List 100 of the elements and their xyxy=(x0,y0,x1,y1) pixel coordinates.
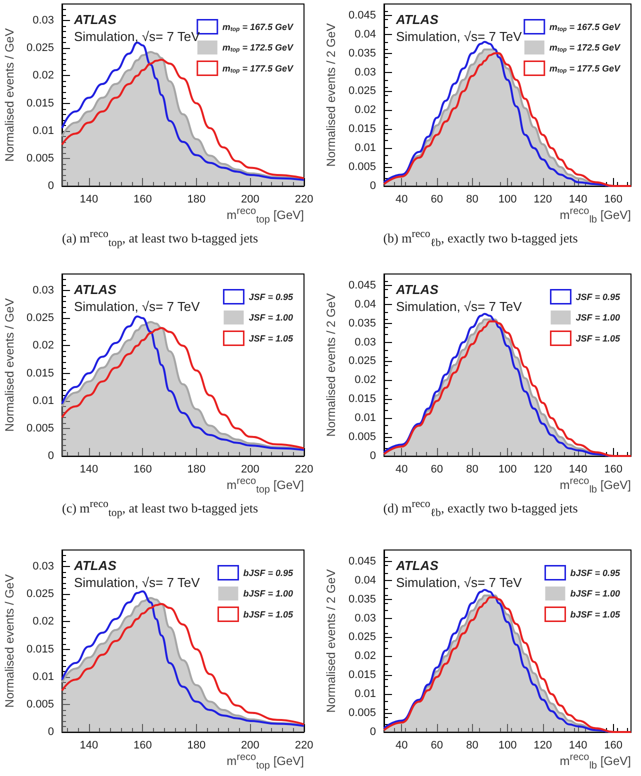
x-tick-label: 60 xyxy=(430,740,444,752)
y-tick-label: 0.015 xyxy=(348,669,376,682)
y-tick-label: 0.035 xyxy=(348,593,376,606)
legend-label: bJSF = 0.95 xyxy=(570,568,621,578)
x-tick-label: 40 xyxy=(396,464,408,476)
y-tick-label: 0.045 xyxy=(348,279,376,292)
x-tick-label: 200 xyxy=(241,464,260,476)
legend-label: JSF = 1.05 xyxy=(248,333,294,344)
annotation: Simulation, √s= 7 TeV xyxy=(74,299,200,314)
y-tick-label: 0.02 xyxy=(354,650,376,662)
x-tick-label: 100 xyxy=(498,464,517,476)
x-tick-label: 140 xyxy=(568,464,588,476)
annotation: ATLAS xyxy=(396,558,438,573)
y-tick-label: 0.01 xyxy=(354,412,376,424)
x-tick-label: 140 xyxy=(568,740,588,752)
y-tick-label: 0.02 xyxy=(354,104,376,116)
text: (c) m$^{reco}$$_{top}$, at least two b-tagged jets xyxy=(60,498,260,519)
annotation: ATLAS xyxy=(396,282,438,297)
y-tick-label: 0.045 xyxy=(348,9,376,22)
x-axis-title: m$^{reco}$$_{lb}$ [GeV] xyxy=(560,752,631,772)
x-tick-label: 160 xyxy=(604,194,623,206)
y-tick-label: 0.03 xyxy=(32,560,54,573)
legend-label: bJSF = 1.05 xyxy=(570,609,621,620)
y-tick-label: 0.04 xyxy=(354,298,376,310)
y-tick-label: 0.025 xyxy=(26,42,54,54)
x-tick-label: 160 xyxy=(604,464,623,476)
y-tick-label: 0 xyxy=(48,726,54,738)
legend-label: JSF = 1.00 xyxy=(576,312,620,322)
legend-label: bJSF = 0.95 xyxy=(243,568,294,578)
annotation: Simulation, √s= 7 TeV xyxy=(396,29,522,44)
x-tick-label: 80 xyxy=(466,194,478,206)
annotation: ATLAS xyxy=(74,12,116,27)
y-tick-label: 0.025 xyxy=(348,85,376,98)
x-axis-title: m$^{reco}$$_{lb}$ [GeV] xyxy=(560,476,631,496)
x-tick-label: 60 xyxy=(430,194,444,206)
x-tick-label: 160 xyxy=(604,740,623,752)
annotation: Simulation, √s= 7 TeV xyxy=(396,299,522,314)
y-tick-label: 0.015 xyxy=(348,393,376,406)
y-tick-label: 0 xyxy=(48,180,54,192)
legend-label: JSF = 1.00 xyxy=(248,312,293,322)
x-axis-title: m$^{reco}$$_{top}$ [GeV] xyxy=(226,476,304,496)
y-tick-label: 0.025 xyxy=(26,312,54,324)
y-tick-label: 0.015 xyxy=(26,97,54,110)
x-tick-label: 220 xyxy=(294,464,314,476)
text: (a) m$^{reco}$$_{top}$, at least two b-tagged jets xyxy=(60,228,260,249)
y-tick-label: 0.005 xyxy=(26,422,54,434)
y-tick-label: 0.015 xyxy=(348,123,376,136)
x-tick-label: 60 xyxy=(430,464,444,476)
y-tick-label: 0.03 xyxy=(32,14,54,27)
x-tick-label: 140 xyxy=(80,464,98,476)
x-tick-label: 40 xyxy=(396,740,408,752)
annotation: ATLAS xyxy=(396,12,438,27)
annotation: Simulation, √s= 7 TeV xyxy=(396,575,522,590)
y-axis-title: Normalised events / 2 GeV xyxy=(324,569,338,713)
x-tick-label: 120 xyxy=(534,740,552,752)
legend-label: JSF = 1.05 xyxy=(576,333,621,344)
legend-label: JSF = 0.95 xyxy=(248,292,294,302)
x-tick-label: 140 xyxy=(80,740,98,752)
text: (b) m$^{reco}$$_{ℓb}$, exactly two b-tagged jets xyxy=(382,228,579,249)
text: (d) m$^{reco}$$_{ℓb}$, exactly two b-tagged jets xyxy=(382,498,579,519)
x-tick-label: 80 xyxy=(466,464,478,476)
y-tick-label: 0.015 xyxy=(26,367,54,380)
legend-label: bJSF = 1.05 xyxy=(243,609,294,620)
x-axis-title: m$^{reco}$$_{top}$ [GeV] xyxy=(226,206,304,226)
y-tick-label: 0.02 xyxy=(32,70,54,82)
y-tick-label: 0.01 xyxy=(354,688,376,700)
x-tick-label: 200 xyxy=(241,194,260,206)
x-tick-label: 180 xyxy=(187,740,206,752)
y-axis-title: Normalised events / 2 GeV xyxy=(324,23,338,167)
y-tick-label: 0.03 xyxy=(354,66,376,78)
y-axis-title: Normalised events / GeV xyxy=(2,28,17,162)
y-tick-label: 0.03 xyxy=(354,336,376,348)
y-tick-label: 0.035 xyxy=(348,317,376,330)
y-tick-label: 0.025 xyxy=(348,355,376,368)
y-tick-label: 0.005 xyxy=(26,152,54,164)
x-tick-label: 160 xyxy=(133,740,152,752)
annotation: ATLAS xyxy=(74,282,116,297)
legend-label: bJSF = 1.00 xyxy=(570,588,620,598)
annotation: Simulation, √s= 7 TeV xyxy=(74,29,200,44)
y-tick-label: 0.025 xyxy=(26,588,54,600)
x-tick-label: 100 xyxy=(498,740,517,752)
x-tick-label: 160 xyxy=(133,464,152,476)
y-tick-label: 0.005 xyxy=(348,707,376,720)
x-tick-label: 40 xyxy=(396,194,408,206)
y-tick-label: 0.02 xyxy=(32,340,54,352)
y-axis-title: Normalised events / GeV xyxy=(2,574,17,708)
x-tick-label: 140 xyxy=(80,194,98,206)
y-tick-label: 0.01 xyxy=(354,142,376,154)
y-axis-title: Normalised events / GeV xyxy=(2,298,17,432)
annotation: ATLAS xyxy=(74,558,116,573)
x-tick-label: 80 xyxy=(466,740,478,752)
y-tick-label: 0.035 xyxy=(348,47,376,60)
x-tick-label: 180 xyxy=(187,464,206,476)
x-tick-label: 140 xyxy=(568,194,588,206)
y-axis-title: Normalised events / 2 GeV xyxy=(324,293,338,437)
x-axis-title: m$^{reco}$$_{top}$ [GeV] xyxy=(226,752,304,772)
y-tick-label: 0 xyxy=(370,180,376,192)
y-tick-label: 0.005 xyxy=(26,698,54,710)
y-tick-label: 0 xyxy=(48,450,54,462)
y-tick-label: 0.01 xyxy=(32,670,54,683)
